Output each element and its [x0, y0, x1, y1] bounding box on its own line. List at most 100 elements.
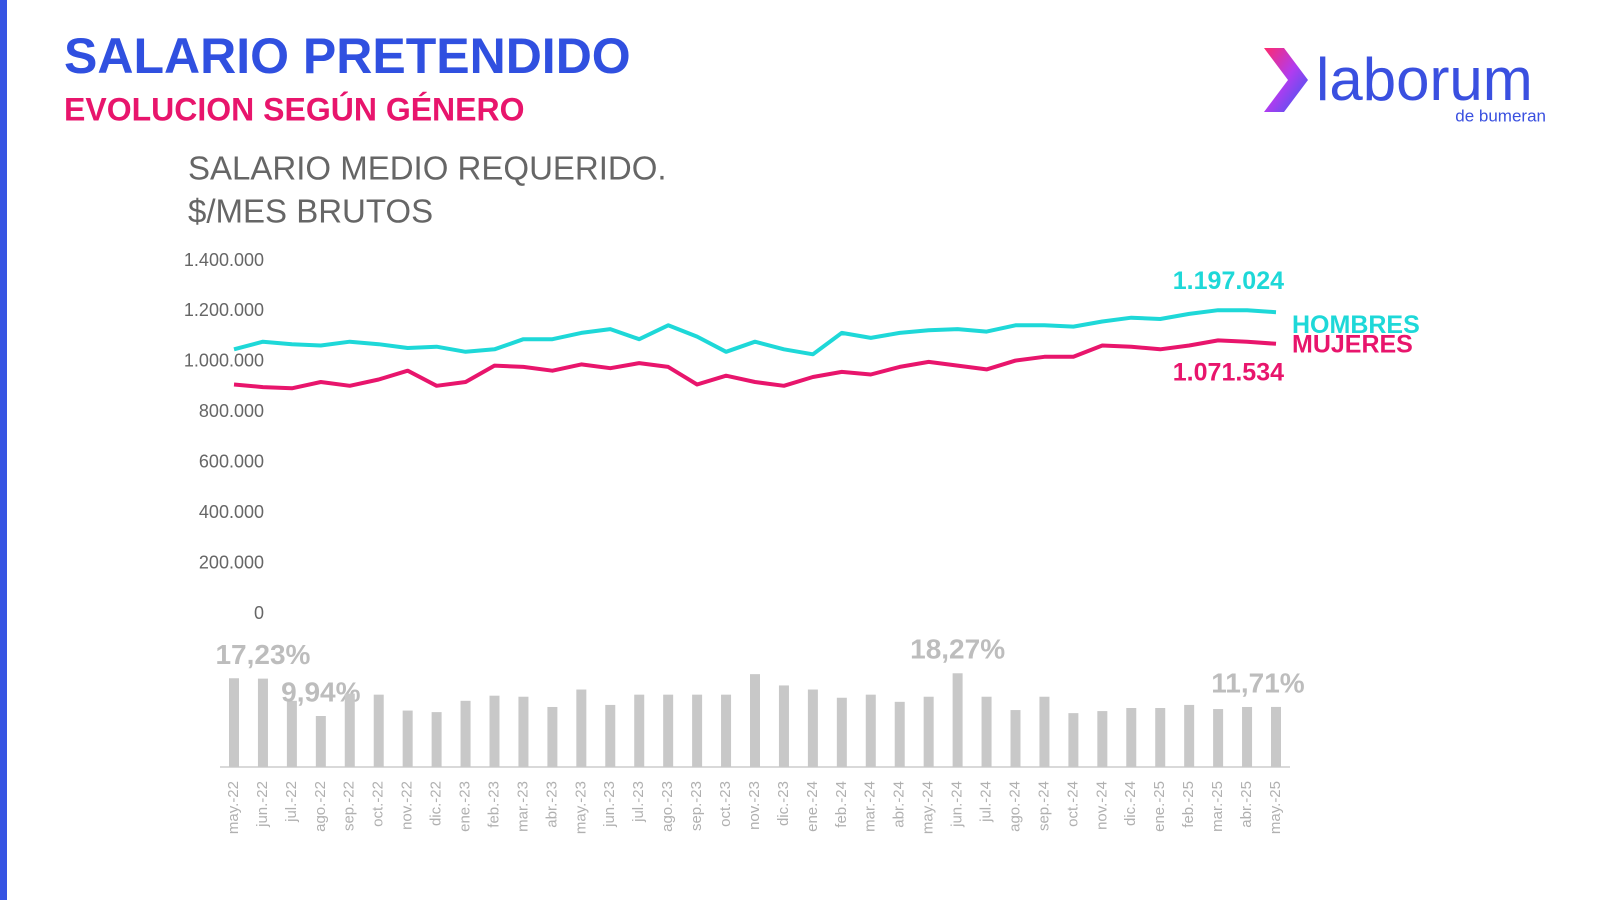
- data-label: 18,27%: [910, 634, 1005, 665]
- x-tick-label: feb.-23: [485, 781, 502, 828]
- x-tick-label: ago.-23: [659, 781, 676, 832]
- x-tick-label: jun.-23: [601, 781, 618, 828]
- bar: [1271, 706, 1281, 767]
- data-label: 11,71%: [1211, 667, 1305, 698]
- x-tick-label: ago.-24: [1006, 781, 1023, 832]
- logo-chevron: [1264, 48, 1308, 112]
- chart-subtitle: $/MES BRUTOS: [188, 193, 433, 230]
- x-tick-label: abr.-24: [891, 781, 908, 828]
- bar: [865, 694, 876, 767]
- bar: [431, 712, 442, 767]
- bar: [807, 689, 818, 767]
- bar: [923, 696, 934, 767]
- legend-label: HOMBRES: [1292, 311, 1420, 339]
- bar: [373, 694, 384, 767]
- bar: [402, 710, 413, 767]
- x-tick-label: ene.-25: [1151, 781, 1168, 832]
- data-label: 1.197.024: [1173, 267, 1284, 295]
- bar: [663, 694, 674, 767]
- x-tick-label: ene.-23: [457, 781, 474, 832]
- bar: [721, 694, 732, 767]
- x-tick-label: sep.-24: [1035, 781, 1052, 831]
- x-tick-label: feb.-24: [833, 781, 850, 828]
- y-tick-label: 400.000: [199, 502, 264, 522]
- series-line: [233, 308, 1277, 357]
- y-tick-label: 1.400.000: [184, 250, 264, 270]
- slide-subtitle: EVOLUCION SEGÚN GÉNERO: [64, 91, 525, 127]
- bar: [286, 700, 297, 767]
- x-tick-label: dic.-22: [428, 781, 445, 826]
- x-tick-label: ene.-24: [804, 781, 821, 832]
- bar: [344, 693, 355, 767]
- x-tick-label: dic.-23: [775, 781, 792, 826]
- bar: [692, 694, 703, 767]
- bar: [1126, 708, 1137, 767]
- x-tick-label: nov.-24: [1093, 781, 1110, 830]
- bar: [836, 697, 847, 767]
- bar: [1039, 696, 1050, 767]
- x-tick-label: jul.-23: [630, 781, 647, 823]
- bar: [778, 685, 789, 767]
- chart-title: SALARIO MEDIO REQUERIDO.: [188, 150, 667, 187]
- x-tick-label: sep.-23: [688, 781, 705, 831]
- y-tick-label: 1.000.000: [184, 351, 264, 371]
- x-tick-label: jul.-22: [283, 781, 300, 823]
- series-line: [233, 338, 1277, 391]
- y-tick-label: 1.200.000: [184, 300, 264, 320]
- y-tick-label: 800.000: [199, 401, 264, 421]
- x-tick-label: may.-25: [1267, 781, 1284, 834]
- x-tick-label: oct.-22: [370, 781, 387, 827]
- slide-title: SALARIO PRETENDIDO: [64, 28, 631, 84]
- bar: [1068, 713, 1079, 767]
- bar: [547, 706, 558, 767]
- x-tick-label: mar.-23: [514, 781, 531, 832]
- bar: [894, 701, 905, 767]
- x-tick-label: abr.-25: [1238, 781, 1255, 828]
- logo-name: laborum: [1316, 46, 1533, 113]
- x-tick-label: may.-24: [920, 781, 937, 834]
- bar: [1010, 710, 1021, 767]
- x-tick-label: jul.-24: [978, 781, 995, 823]
- x-tick-label: oct.-24: [1064, 781, 1081, 827]
- bar: [952, 673, 963, 767]
- legend-label: MUJERES: [1292, 330, 1413, 358]
- x-tick-label: mar.-25: [1209, 781, 1226, 832]
- x-tick-label: abr.-23: [543, 781, 560, 828]
- bar: [460, 700, 471, 767]
- bar: [605, 704, 616, 767]
- bar: [518, 696, 529, 767]
- x-tick-label: jun.-22: [254, 781, 271, 828]
- x-tick-label: mar.-24: [862, 781, 879, 832]
- data-label: 1.071.534: [1173, 358, 1284, 386]
- x-tick-label: may.-22: [225, 781, 242, 834]
- x-tick-label: nov.-22: [399, 781, 416, 830]
- x-tick-label: oct.-23: [717, 781, 734, 827]
- bar: [750, 674, 760, 767]
- bar: [1155, 708, 1166, 767]
- x-tick-label: ago.-22: [312, 781, 329, 832]
- bar: [1242, 706, 1253, 767]
- x-tick-label: nov.-23: [746, 781, 763, 830]
- bar: [1213, 709, 1224, 767]
- bar: [981, 696, 992, 767]
- bar: [576, 689, 587, 767]
- x-tick-label: sep.-22: [341, 781, 358, 831]
- logo-tagline: de bumeran: [1455, 106, 1546, 125]
- x-tick-label: may.-23: [572, 781, 589, 834]
- x-tick-label: feb.-25: [1180, 781, 1197, 828]
- x-tick-label: dic.-24: [1122, 781, 1139, 826]
- bar: [1184, 704, 1195, 767]
- y-tick-label: 200.000: [199, 552, 264, 572]
- logo: laborum de bumeran: [1264, 46, 1546, 125]
- data-label: 17,23%: [215, 639, 310, 670]
- bar: [1097, 711, 1108, 767]
- bar: [257, 678, 268, 767]
- x-tick-label: jun.-24: [949, 781, 966, 828]
- y-tick-label: 0: [254, 603, 264, 623]
- bar: [229, 678, 239, 767]
- bar: [315, 716, 326, 767]
- side-bar: [0, 0, 7, 900]
- bar: [489, 695, 500, 767]
